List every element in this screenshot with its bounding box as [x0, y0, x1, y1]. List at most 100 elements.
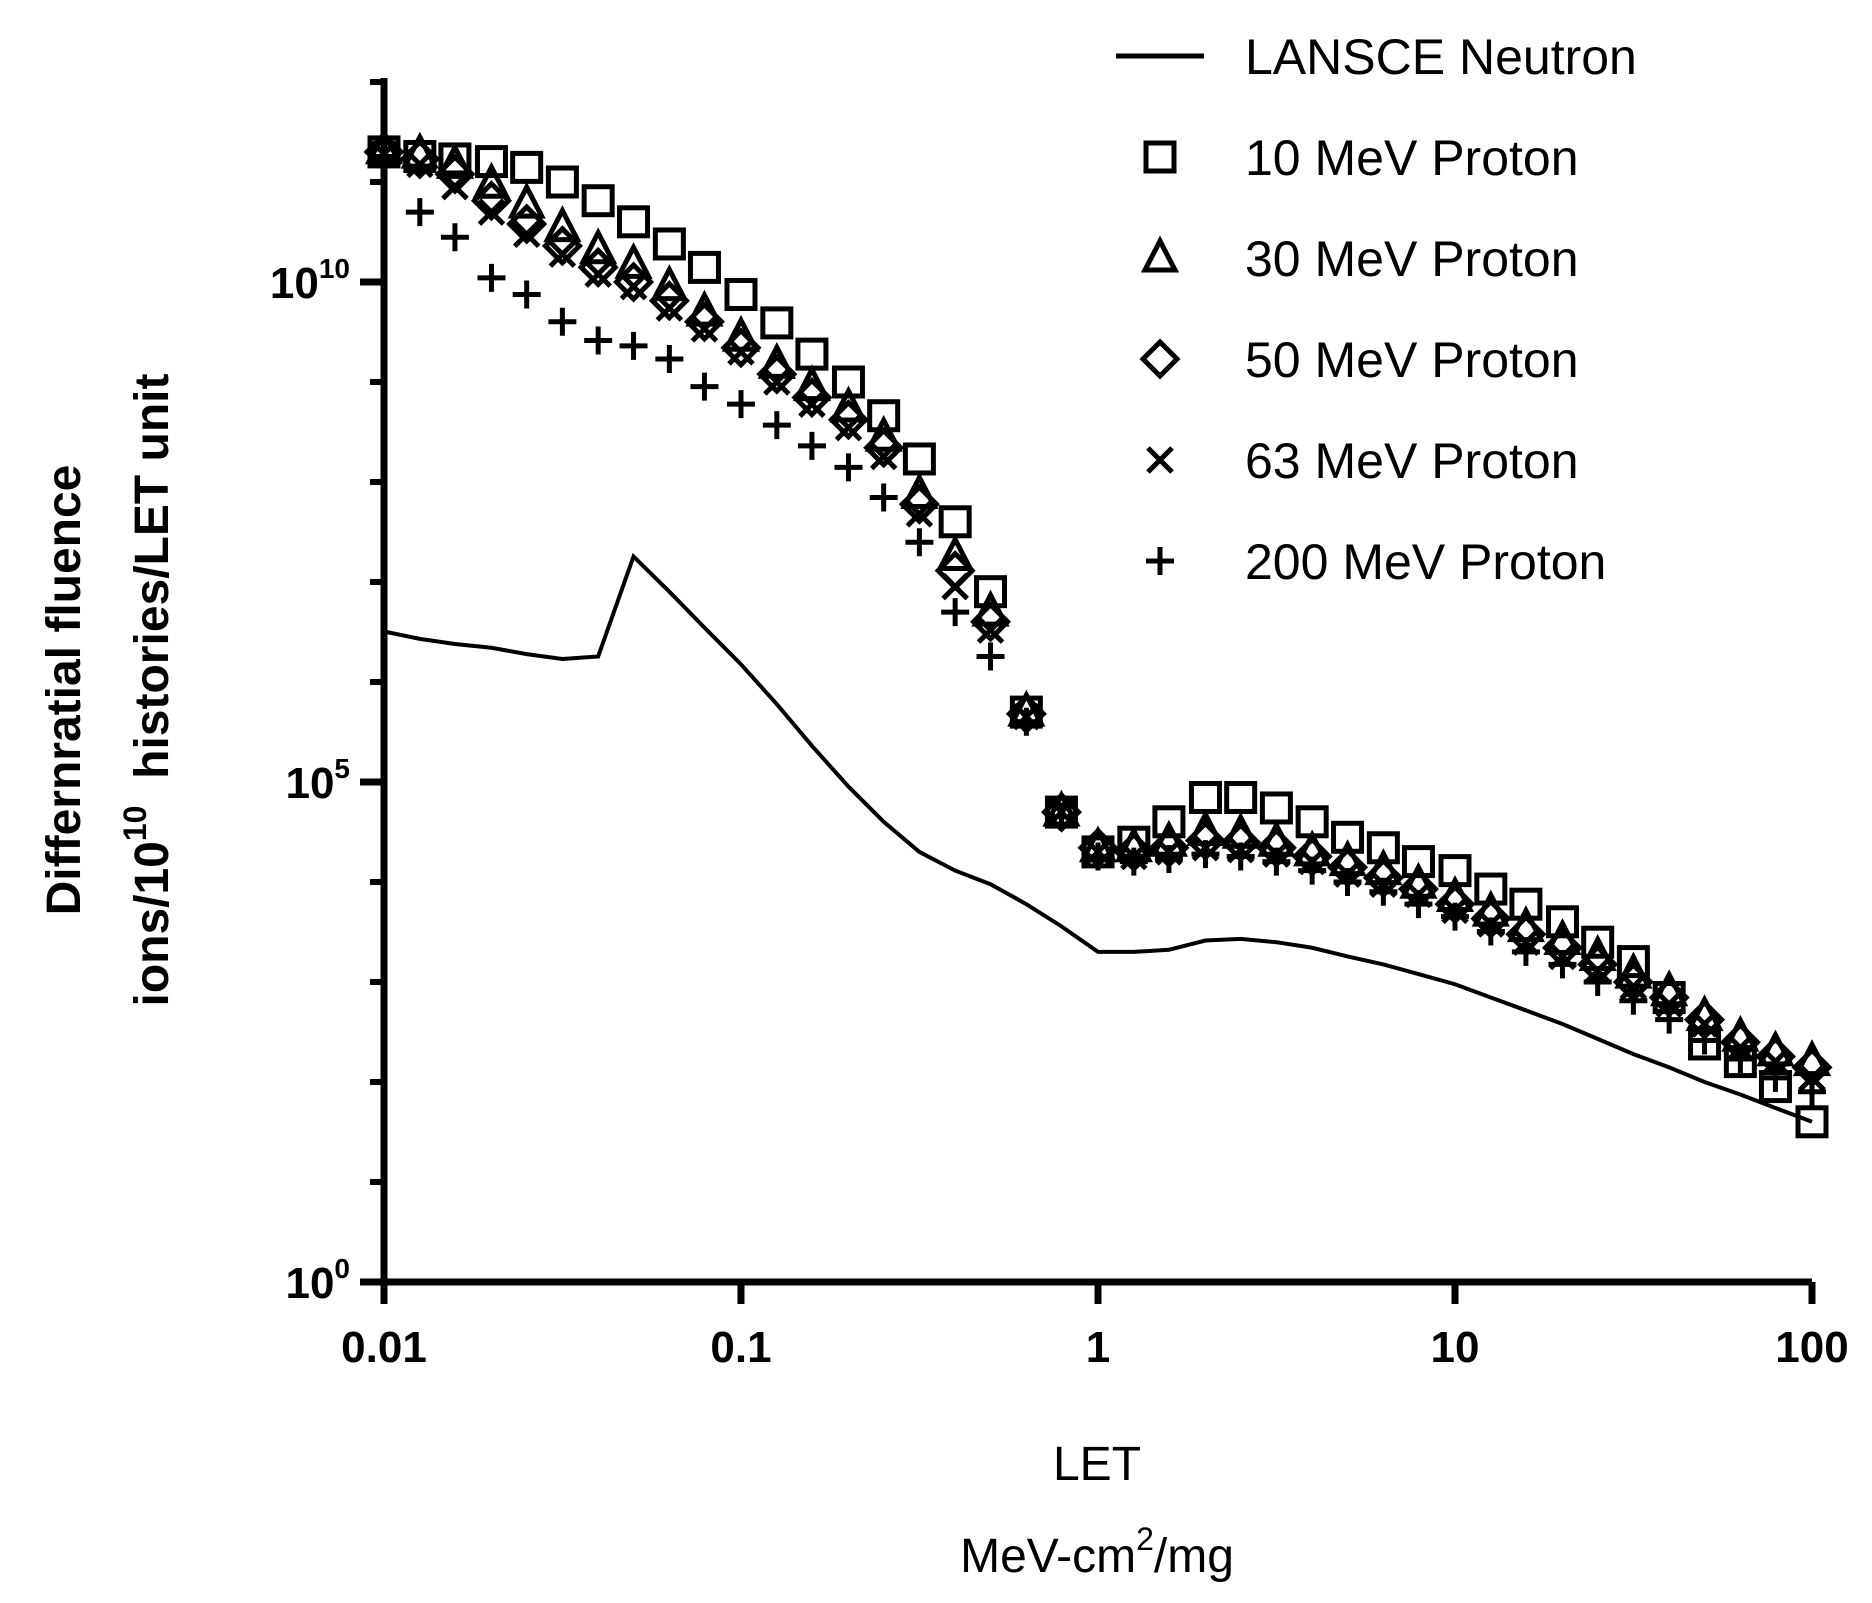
data-point	[1441, 902, 1469, 931]
legend-label: 200 MeV Proton	[1245, 534, 1606, 590]
x-units-sup: 2	[1136, 1521, 1154, 1557]
data-point	[795, 337, 829, 371]
x-tick-label: 10	[1431, 1323, 1480, 1372]
data-point	[1583, 968, 1612, 996]
data-point	[1188, 780, 1222, 814]
data-point	[655, 344, 684, 373]
data-point	[512, 280, 541, 309]
data-point	[584, 260, 612, 288]
data-point	[797, 431, 826, 460]
data-point	[1655, 1005, 1684, 1034]
y-tick-base: 10	[285, 1259, 334, 1308]
legend-swatch	[1143, 140, 1177, 174]
y-tick-label: 100	[285, 1253, 350, 1308]
data-point	[1545, 905, 1579, 939]
data-point	[477, 198, 506, 226]
data-point	[898, 483, 940, 525]
y-label-sup: 10	[117, 806, 153, 842]
y-axis-title-line1: Differnratial fluence	[38, 465, 91, 916]
data-point	[470, 180, 513, 222]
data-point	[798, 390, 826, 418]
data-point	[548, 240, 577, 268]
data-point	[756, 353, 798, 395]
x-units-pre: MeV-cm	[960, 1530, 1136, 1583]
data-point	[762, 411, 791, 440]
legend-swatch	[1140, 235, 1180, 273]
data-point	[507, 181, 546, 219]
data-point	[1154, 844, 1183, 873]
data-point	[1690, 1026, 1719, 1055]
y-tick-exp: 0	[334, 1253, 350, 1284]
data-point	[763, 368, 791, 396]
legend-label: 10 MeV Proton	[1245, 130, 1579, 186]
data-point	[760, 306, 794, 340]
x-units-post: /mg	[1154, 1530, 1234, 1583]
data-point	[1262, 847, 1291, 876]
data-point	[1581, 925, 1615, 959]
data-point	[687, 250, 721, 284]
data-point	[655, 294, 684, 322]
data-point	[406, 150, 434, 179]
legend-swatch	[1146, 446, 1174, 474]
data-point	[938, 505, 972, 539]
data-point	[792, 364, 832, 402]
series-lansce-neutron	[383, 552, 1813, 1124]
data-point	[440, 223, 469, 252]
legend-label: 63 MeV Proton	[1245, 433, 1579, 489]
legend-item: 10 MeV Proton	[1143, 130, 1579, 186]
data-point	[474, 145, 508, 179]
data-point	[441, 172, 469, 201]
y-tick-exp: 5	[334, 753, 350, 784]
data-point	[1655, 990, 1683, 1018]
x-axis-title: LET	[1053, 1438, 1141, 1491]
data-point	[1614, 951, 1653, 989]
x-tick-label: 1	[1086, 1323, 1110, 1372]
data-point	[834, 413, 863, 442]
data-point	[405, 198, 434, 227]
plot-area	[363, 127, 1833, 1139]
legend-item: 50 MeV Proton	[1139, 332, 1579, 388]
data-point	[1152, 805, 1186, 839]
data-point	[619, 331, 648, 360]
legend: LANSCE Neutron 10 MeV Proton 30 MeV Proton…	[1116, 29, 1637, 590]
data-point	[1333, 868, 1362, 896]
data-point	[1369, 877, 1398, 906]
data-point	[652, 227, 686, 261]
x-tick-label: 100	[1775, 1323, 1848, 1372]
data-point	[721, 314, 761, 352]
x-tick-label: 0.1	[710, 1323, 771, 1372]
data-point	[969, 601, 1012, 643]
data-point	[1476, 917, 1505, 946]
y-axis-title-line2: ions/1010 histories/LET unit	[117, 373, 179, 1006]
data-point	[1616, 945, 1650, 979]
data-point	[1298, 856, 1327, 885]
data-point	[472, 161, 511, 199]
data-point	[829, 385, 868, 423]
legend-label: LANSCE Neutron	[1245, 29, 1637, 85]
data-point	[541, 225, 583, 267]
series-line	[383, 552, 1813, 1124]
legend-item: 200 MeV Proton	[1146, 534, 1606, 590]
data-point	[545, 165, 579, 199]
data-point	[1761, 1047, 1790, 1076]
series-63-mev-proton	[370, 140, 1826, 1092]
data-point	[1084, 842, 1112, 871]
legend-swatch	[1139, 338, 1181, 380]
data-point	[512, 220, 541, 249]
y-tick-label: 1010	[270, 253, 350, 308]
y-tick-base: 10	[270, 259, 319, 308]
data-point	[650, 264, 689, 302]
data-point	[1404, 890, 1433, 919]
data-point	[724, 277, 758, 311]
data-point	[1726, 1044, 1755, 1073]
data-point	[1761, 1063, 1790, 1092]
data-point	[727, 390, 755, 419]
data-point	[1259, 791, 1293, 825]
y-tick-exp: 10	[319, 253, 350, 284]
data-point	[690, 372, 719, 401]
legend-item: LANSCE Neutron	[1116, 29, 1637, 85]
x-ticks: 0.01 0.1 1 10 100	[341, 1282, 1849, 1372]
